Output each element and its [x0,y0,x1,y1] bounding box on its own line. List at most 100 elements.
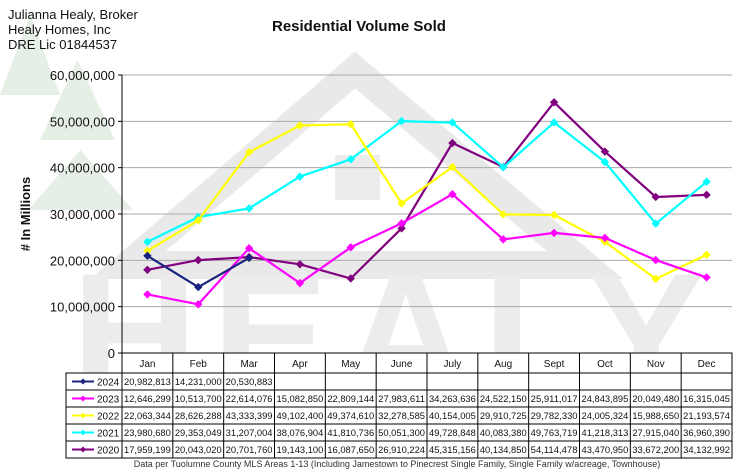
table-cell: 40,083,380 [480,428,527,439]
table-cell: 22,063,344 [124,411,171,422]
table-cell: 29,782,330 [531,411,578,422]
table-cell: 14,231,000 [175,377,222,388]
data-point-2020 [702,190,711,200]
x-tick-label: Jan [139,359,155,370]
y-tick-label: 0 [108,346,115,361]
legend-marker-2020 [80,446,86,453]
company-name: Healy Homes, Inc [8,22,111,37]
y-tick-label: 40,000,000 [50,161,115,176]
y-tick-label: 10,000,000 [50,300,115,315]
data-point-2020 [600,147,610,156]
table-cell: 40,134,850 [480,445,527,456]
table-cell: 16,315,045 [683,394,730,405]
table-cell: 20,530,883 [226,377,273,388]
data-point-2020 [448,138,457,148]
series-line-2021 [146,119,708,243]
y-tick-label: 20,000,000 [50,253,115,268]
data-point-2023 [244,244,254,253]
data-point-2020 [346,274,355,283]
data-point-2022 [194,216,203,225]
table-cell: 26,910,224 [378,445,425,456]
table-cell: 49,728,848 [429,428,476,439]
table-cell: 15,082,850 [277,394,324,405]
table-cell: 25,911,017 [531,394,578,405]
x-tick-label: Nov [647,359,665,370]
data-point-2023 [702,273,711,282]
table-cell: 34,263,636 [429,394,476,405]
table-cell: 41,218,313 [582,428,629,439]
legend-marker-2023 [80,395,86,402]
footnote: Data per Tuolumne County MLS Areas 1-13 … [134,459,660,469]
data-point-2020 [295,260,305,269]
data-point-2023 [295,278,305,288]
data-point-2022 [143,246,152,255]
data-point-2022 [651,274,660,284]
legend-label: 2020 [97,446,120,457]
table-cell: 20,043,020 [175,445,222,456]
table-cell: 40,154,005 [429,411,476,422]
legend-label: 2021 [97,429,120,440]
y-axis-label: # In Millions [18,177,33,251]
table-cell: 20,049,480 [632,394,679,405]
x-tick-label: Oct [597,359,613,370]
data-point-2023 [346,243,355,252]
x-tick-label: Aug [494,359,512,370]
data-point-2022 [295,121,305,130]
table-cell: 54,114,478 [531,445,578,456]
data-point-2022 [499,210,508,219]
x-tick-label: Sept [544,359,565,370]
table-cell: 20,982,813 [124,377,171,388]
table-cell: 19,143,100 [277,445,324,456]
data-table: Jan Feb Mar Apr May June July Aug Sept Oct Nov Dec 2… [65,352,733,459]
data-point-2021 [651,219,660,228]
table-cell: 49,374,610 [327,411,374,422]
legend-marker-2024 [80,378,86,385]
y-tick-label: 30,000,000 [50,207,115,222]
table-cell: 10,513,700 [175,394,222,405]
table-cell: 43,333,399 [226,411,273,422]
x-tick-label: May [341,359,360,370]
x-tick-label: June [391,359,413,370]
data-point-2021 [346,155,355,164]
broker-name: Julianna Healy, Broker [8,7,138,22]
table-cell: 29,910,725 [480,411,527,422]
data-point-2020 [143,265,152,274]
table-body [65,372,733,459]
x-tick-label: Apr [292,359,308,370]
data-point-2021 [549,118,559,127]
data-point-2023 [143,290,152,299]
data-point-2021 [244,204,254,213]
data-point-2020 [397,224,406,233]
data-point-2023 [651,255,660,265]
table-cell: 22,614,076 [226,394,273,405]
watermark-tree-icon [28,150,133,210]
table-cell: 36,960,390 [683,428,730,439]
data-point-2020 [651,192,660,202]
table-cell: 31,207,004 [226,428,273,439]
watermark-tree-icon [0,15,60,95]
table-cell: 49,763,719 [531,428,578,439]
x-tick-label: Feb [190,359,208,370]
data-point-2021 [702,177,711,186]
table-cell: 43,470,950 [582,445,629,456]
x-tick-label: July [444,359,462,370]
data-point-2022 [397,199,406,208]
series-line-2023 [147,193,707,306]
data-point-2021 [499,163,508,172]
data-point-2021 [397,116,406,126]
chart-title: Residential Volume Sold [272,18,446,35]
data-point-2023 [397,219,406,228]
series-lines [143,98,711,309]
table-cell: 27,983,611 [378,394,425,405]
legend-label: 2022 [97,412,120,423]
series-line-2022 [146,123,708,280]
table-cell: 12,646,299 [124,394,171,405]
data-point-2022 [244,148,254,157]
table-cell: 49,102,400 [277,411,324,422]
data-point-2021 [448,118,457,127]
table-cell: 24,522,150 [480,394,527,405]
table-cell: 41,810,736 [327,428,374,439]
data-point-2023 [448,190,457,199]
data-point-2023 [600,233,610,243]
